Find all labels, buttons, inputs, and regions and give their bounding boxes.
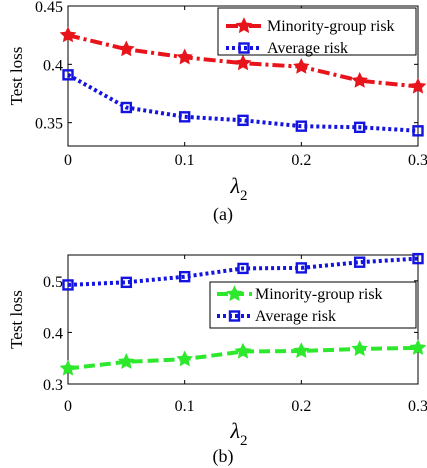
- x-axis-label-subscript: 2: [240, 188, 248, 204]
- data-point: [118, 40, 135, 57]
- y-axis-label: Test loss: [7, 47, 26, 106]
- y-tick-label: 0.45: [35, 0, 63, 16]
- data-point: [409, 77, 427, 94]
- legend-label: Average risk: [255, 308, 336, 325]
- series-line: [67, 256, 419, 287]
- data-point: [59, 26, 77, 43]
- series-line: [67, 73, 419, 133]
- y-tick-label: 0.3: [43, 377, 63, 394]
- y-tick-label: 0.4: [43, 325, 63, 342]
- y-tick-label: 0.5: [43, 274, 63, 291]
- data-point: [353, 121, 366, 134]
- series-minority-group-risk: [59, 26, 427, 94]
- data-point: [176, 48, 193, 65]
- data-point: [351, 340, 368, 357]
- y-tick-label: 0.4: [43, 57, 63, 74]
- x-axis-label-base: λ: [229, 418, 240, 443]
- legend-marker: [228, 310, 241, 322]
- data-point: [234, 54, 252, 71]
- legend-label: Minority-group risk: [255, 286, 383, 303]
- x-axis-label: λ2: [229, 418, 247, 449]
- y-axis-label: Test loss: [7, 290, 26, 349]
- data-point: [176, 350, 193, 367]
- x-axis-label-base: λ: [229, 173, 240, 198]
- data-point: [120, 101, 133, 114]
- x-tick-label: 0: [64, 152, 72, 169]
- data-point: [178, 111, 191, 123]
- x-tick-label: 0: [64, 398, 72, 415]
- data-point: [62, 69, 74, 81]
- x-axis-label: λ2: [229, 173, 247, 204]
- x-tick-label: 0.3: [408, 398, 427, 415]
- data-point: [353, 256, 366, 268]
- legend-marker: [235, 17, 253, 34]
- legend-marker: [238, 42, 250, 54]
- panel-caption: (a): [213, 204, 233, 225]
- plot-area-frame: [67, 254, 419, 385]
- legend: Minority-group risk Average risk: [209, 281, 417, 329]
- data-point: [293, 57, 310, 74]
- data-point: [293, 342, 310, 359]
- data-point: [412, 252, 424, 265]
- x-axis-label-subscript: 2: [240, 433, 248, 449]
- data-point: [295, 120, 308, 132]
- data-point: [412, 125, 424, 137]
- panel-caption: (b): [213, 446, 234, 467]
- series-minority-group-risk: [59, 339, 427, 376]
- data-point: [59, 359, 77, 376]
- series-average-risk: [62, 69, 424, 137]
- x-tick-label: 0.2: [291, 152, 311, 169]
- legend-marker: [226, 285, 243, 302]
- data-point: [237, 262, 249, 275]
- x-tick-label: 0.2: [291, 398, 311, 415]
- data-point: [237, 114, 249, 127]
- data-point: [351, 71, 368, 88]
- data-point: [234, 342, 252, 359]
- series-average-risk: [62, 252, 424, 291]
- y-tick-label: 0.35: [35, 116, 63, 133]
- x-tick-label: 0.1: [175, 152, 195, 169]
- legend-label: Average risk: [267, 40, 348, 57]
- data-point: [295, 262, 308, 274]
- data-point: [62, 279, 74, 291]
- data-point: [409, 339, 427, 355]
- data-point: [120, 276, 133, 289]
- data-point: [178, 270, 191, 283]
- x-tick-label: 0.3: [408, 152, 427, 169]
- legend-box: [209, 281, 417, 329]
- data-point: [118, 353, 135, 369]
- legend: Minority-group risk Average risk: [217, 7, 417, 57]
- x-tick-label: 0.1: [175, 398, 195, 415]
- legend-label: Minority-group risk: [267, 18, 395, 35]
